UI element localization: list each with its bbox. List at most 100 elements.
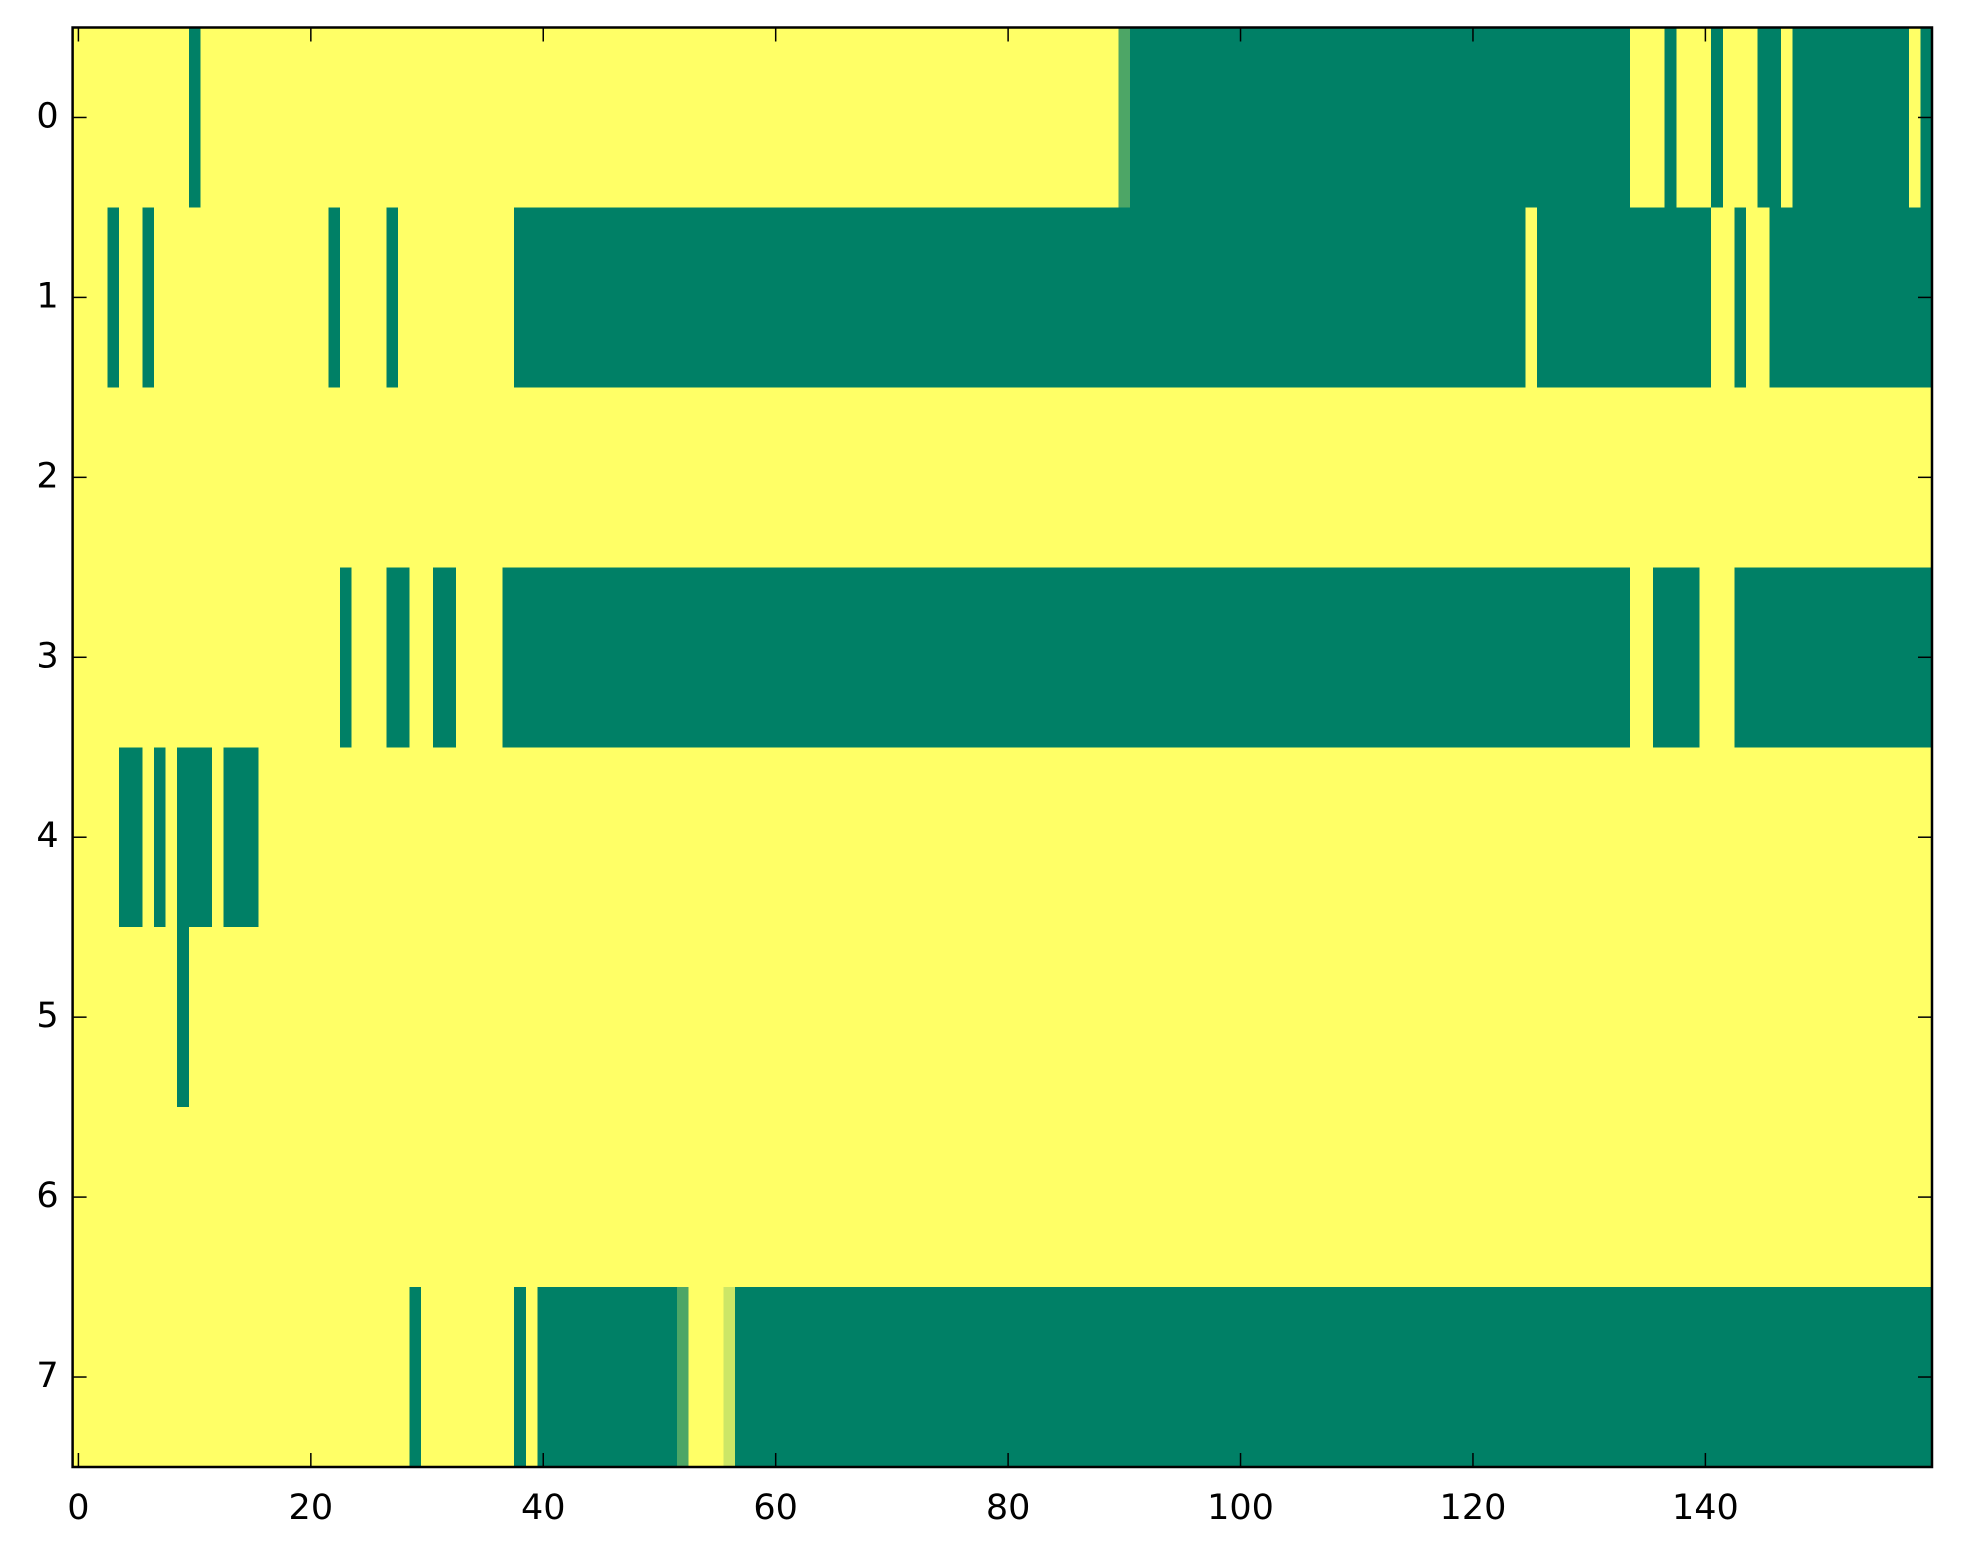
cell [456, 747, 469, 928]
cell [1141, 1107, 1154, 1288]
cell [1862, 747, 1875, 928]
cell [130, 207, 143, 388]
cell [142, 747, 155, 928]
cell [1002, 747, 1015, 928]
cell [1443, 1287, 1457, 1468]
cell [920, 747, 934, 928]
cell [1374, 567, 1387, 748]
cell [1234, 1287, 1247, 1468]
cell [1653, 747, 1666, 928]
cell [1618, 927, 1631, 1108]
cell [1164, 387, 1178, 568]
cell [165, 1107, 178, 1288]
cell [1583, 567, 1596, 748]
cell [804, 927, 817, 1108]
cell [525, 27, 538, 208]
cell [618, 927, 631, 1108]
cell [1246, 207, 1259, 388]
cell [1118, 207, 1131, 388]
cell [444, 1287, 457, 1468]
cell [177, 927, 190, 1108]
cell [351, 747, 364, 928]
cell [1060, 1287, 1073, 1468]
cell [793, 1287, 806, 1468]
cell [1490, 1107, 1503, 1288]
cell [1339, 927, 1352, 1108]
cell [1339, 747, 1352, 928]
cell [177, 1287, 190, 1468]
cell [990, 1107, 1003, 1288]
cell [735, 567, 748, 748]
cell [1246, 747, 1259, 928]
cell [281, 927, 294, 1108]
cell [1711, 387, 1724, 568]
cell [1908, 1107, 1921, 1288]
cell [1118, 747, 1131, 928]
cell [851, 207, 864, 388]
cell [305, 207, 318, 388]
cell [339, 927, 353, 1108]
cell [1118, 567, 1131, 748]
cell [1839, 387, 1852, 568]
cell [1269, 1287, 1282, 1468]
cell [328, 1287, 341, 1468]
cell [95, 747, 108, 928]
cell [653, 27, 666, 208]
cell [84, 207, 97, 388]
cell [165, 927, 178, 1108]
cell [1548, 207, 1561, 388]
cell [1548, 1107, 1561, 1288]
cell [1385, 207, 1398, 388]
x-tick-label: 140 [1672, 1488, 1739, 1528]
cell [1513, 387, 1526, 568]
cell [1350, 207, 1364, 388]
cell [1164, 567, 1178, 748]
cell [560, 747, 573, 928]
cell [1467, 27, 1480, 208]
cell [723, 747, 736, 928]
cell [572, 1287, 585, 1468]
cell [781, 747, 794, 928]
cell [1676, 927, 1689, 1108]
cell [642, 207, 655, 388]
cell [84, 567, 97, 748]
cell [735, 747, 748, 928]
cell [1385, 1287, 1398, 1468]
cell [1780, 927, 1794, 1108]
cell [1223, 927, 1236, 1108]
cell [897, 207, 910, 388]
cell [1141, 387, 1154, 568]
cell [1502, 207, 1515, 388]
cell [1025, 387, 1038, 568]
cell [200, 387, 213, 568]
cell [851, 927, 864, 1108]
cell [1199, 747, 1212, 928]
cell [432, 207, 445, 388]
cell [1536, 387, 1549, 568]
cell [467, 567, 480, 748]
cell [979, 1287, 992, 1468]
cell [990, 207, 1003, 388]
cell [990, 567, 1003, 748]
cell [293, 1287, 306, 1468]
cell [827, 927, 841, 1108]
cell [1048, 927, 1061, 1108]
cell [642, 747, 655, 928]
cell [1571, 747, 1584, 928]
cell [1722, 747, 1735, 928]
cell [537, 387, 550, 568]
cell [107, 1287, 120, 1468]
cell [1281, 387, 1294, 568]
cell [909, 567, 922, 748]
cell [827, 27, 841, 208]
cell [630, 387, 643, 568]
cell [979, 27, 992, 208]
cell [1606, 567, 1619, 748]
cell [1827, 207, 1840, 388]
cell [1072, 747, 1085, 928]
cell [1350, 1287, 1364, 1468]
cell [328, 1107, 341, 1288]
cell [421, 207, 434, 388]
cell [944, 387, 957, 568]
cell [862, 27, 875, 208]
